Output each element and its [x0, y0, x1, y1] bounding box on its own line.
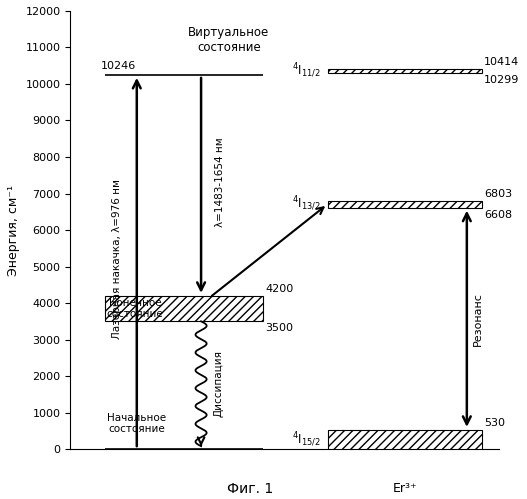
Text: Виртуальное
состояние: Виртуальное состояние — [188, 26, 270, 54]
Text: 10414: 10414 — [484, 57, 519, 67]
Y-axis label: Энергия, см⁻¹: Энергия, см⁻¹ — [7, 185, 20, 275]
Text: Фиг. 1: Фиг. 1 — [227, 482, 274, 496]
Text: 530: 530 — [484, 418, 505, 428]
Text: Диссипация: Диссипация — [213, 350, 223, 417]
Text: $^4$I$_{15/2}$: $^4$I$_{15/2}$ — [292, 430, 321, 449]
Text: 6803: 6803 — [484, 189, 512, 199]
Text: Начальное
состояние: Начальное состояние — [107, 413, 166, 434]
Bar — [327, 201, 482, 208]
Text: 10246: 10246 — [100, 61, 135, 71]
Text: 4200: 4200 — [266, 283, 294, 293]
Text: $^4$I$_{13/2}$: $^4$I$_{13/2}$ — [292, 195, 321, 214]
Text: Er³⁺: Er³⁺ — [393, 482, 417, 495]
Bar — [327, 69, 482, 73]
Text: Конечное
состояние: Конечное состояние — [107, 298, 163, 319]
Text: λ=1483-1654 нм: λ=1483-1654 нм — [216, 138, 226, 228]
Bar — [327, 430, 482, 449]
Text: 6608: 6608 — [484, 210, 512, 220]
Text: Лазерная накачка, λ=976 нм: Лазерная накачка, λ=976 нм — [112, 179, 122, 339]
Text: $^4$I$_{11/2}$: $^4$I$_{11/2}$ — [292, 62, 321, 80]
Text: Резонанс: Резонанс — [473, 292, 483, 346]
Bar — [105, 296, 263, 321]
Text: 3500: 3500 — [266, 323, 294, 333]
Text: 10299: 10299 — [484, 75, 519, 85]
